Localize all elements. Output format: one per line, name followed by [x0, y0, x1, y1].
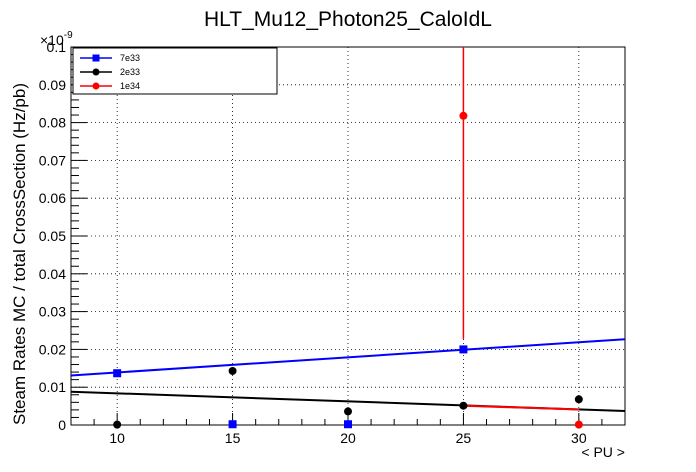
fit-lines [70, 338, 626, 413]
data-point [574, 395, 583, 404]
legend-label: 2e33 [120, 67, 140, 77]
data-point [344, 407, 352, 416]
y-exponent-power: -9 [64, 30, 73, 41]
y-tick-label: 0.02 [39, 341, 66, 357]
x-axis-label: < PU > [581, 444, 625, 460]
x-tick-label: 10 [109, 430, 125, 446]
legend-marker [92, 54, 100, 62]
legend: 7e33 2e33 1e34 [72, 47, 278, 95]
data-points [113, 111, 583, 429]
y-axis-label: Steam Rates MC / total CrossSection (Hz/… [10, 83, 29, 425]
chart-title: HLT_Mu12_Photon25_CaloIdL [204, 8, 492, 31]
x-tick-label: 25 [456, 430, 472, 446]
y-tick-label: 0 [58, 417, 66, 433]
y-tick-label: 0.08 [39, 115, 66, 131]
grid [71, 47, 625, 425]
data-point [113, 420, 122, 429]
y-exponent-base: ×10 [40, 32, 64, 48]
data-point [228, 366, 237, 375]
x-tick-label: 15 [225, 430, 241, 446]
fit-line [463, 404, 579, 411]
y-tick-label: 0.06 [39, 190, 66, 206]
legend-marker [92, 82, 100, 90]
legend-box [72, 47, 278, 95]
y-tick-label: 0.01 [39, 379, 66, 395]
fit-line [70, 338, 626, 377]
data-point [459, 111, 468, 120]
legend-label: 7e33 [120, 53, 140, 63]
x-tick-label: 30 [571, 430, 587, 446]
data-point [113, 369, 122, 378]
x-axis: 10 15 20 25 30 [70, 413, 626, 446]
legend-marker [92, 68, 100, 76]
data-point [574, 420, 583, 429]
x-tick-label: 20 [340, 430, 356, 446]
y-axis: 0 0.01 0.02 0.03 0.04 0.05 0.06 0.07 0.08 0.09 0.1 [39, 39, 87, 433]
y-tick-label: 0.04 [39, 266, 66, 282]
y-tick-label: 0.1 [47, 39, 67, 55]
data-point [459, 401, 468, 410]
data-point [459, 345, 468, 354]
y-tick-label: 0.03 [39, 304, 66, 320]
y-exponent-label: ×10-9 [40, 30, 73, 48]
y-tick-label: 0.09 [39, 77, 66, 93]
data-point [344, 420, 352, 429]
y-tick-label: 0.05 [39, 228, 66, 244]
y-tick-label: 0.07 [39, 152, 66, 168]
data-point [228, 420, 237, 429]
legend-label: 1e34 [120, 81, 140, 91]
